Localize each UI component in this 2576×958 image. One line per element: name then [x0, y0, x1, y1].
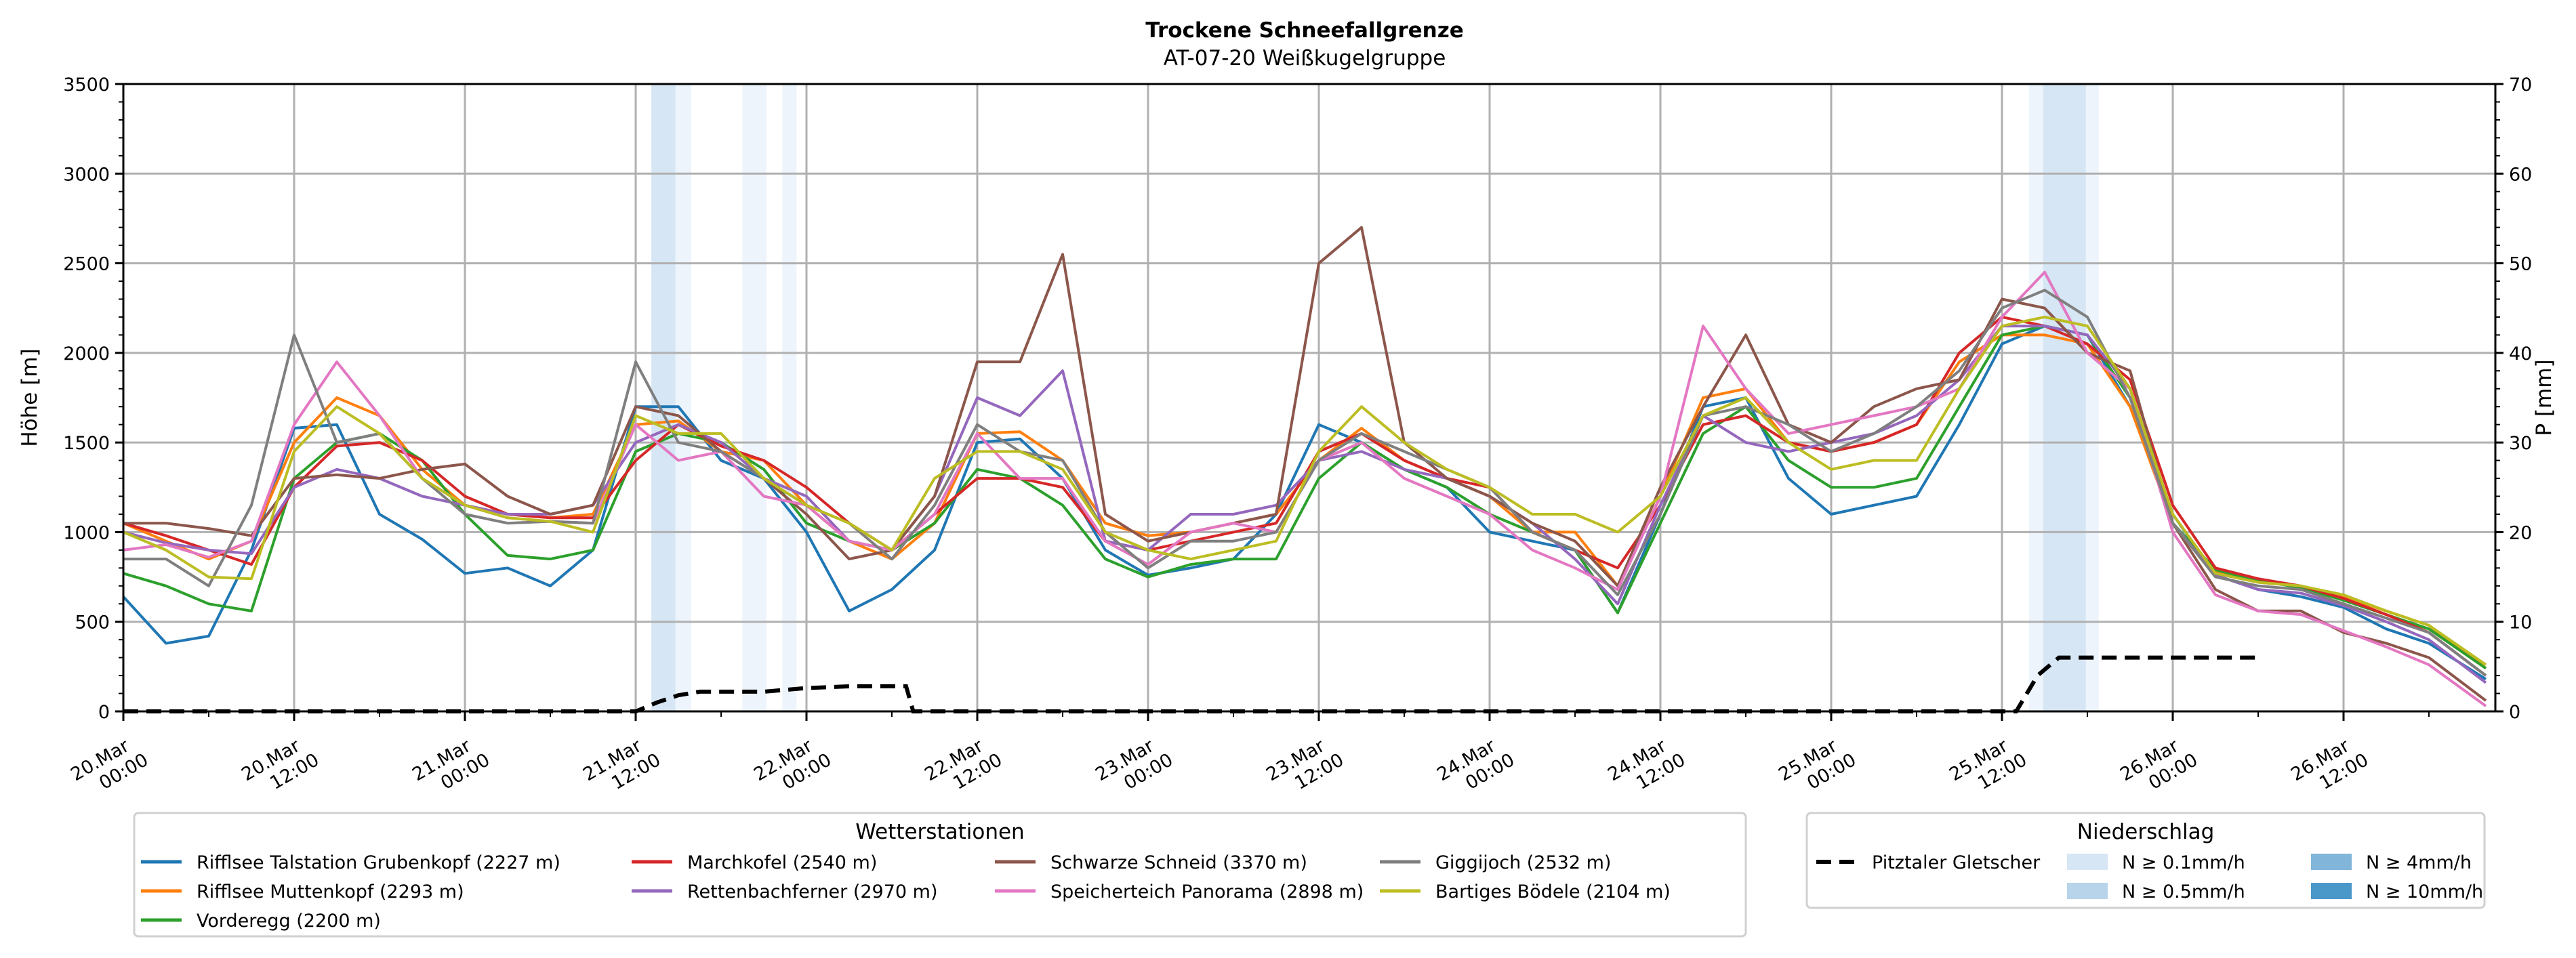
legend-stations: Wetterstationen Rifflsee Talstation Grub… [133, 812, 1747, 938]
y-tick-label: 3500 [63, 75, 110, 96]
legend-label: Pitztaler Gletscher [1872, 852, 2041, 873]
legend-stations-title: Wetterstationen [855, 820, 1024, 844]
legend-label: Rifflsee Talstation Grubenkopf (2227 m) [197, 852, 560, 873]
legend-label: N ≥ 4mm/h [2366, 852, 2472, 873]
y-tick-label: 2500 [63, 254, 110, 275]
legend-label: Giggijoch (2532 m) [1435, 852, 1611, 873]
y2-tick-label: 30 [2509, 433, 2532, 454]
y-axis-right: 0 10 20 30 40 50 60 70 [2495, 75, 2532, 723]
station-series [122, 226, 2487, 707]
y2-tick-label: 10 [2509, 612, 2532, 633]
series-line-8 [123, 315, 2487, 666]
precip-band [2028, 84, 2043, 711]
legend-label: N ≥ 0.5mm/h [2122, 881, 2245, 902]
legend-label: N ≥ 10mm/h [2366, 881, 2483, 902]
legend-patch [2067, 883, 2108, 899]
legend-label: Marchkofel (2540 m) [687, 852, 877, 873]
chart-subtitle: AT-07-20 Weißkugelgruppe [1164, 46, 1446, 70]
y-tick-label: 3000 [63, 164, 110, 185]
y2-axis-label: P [mm] [2532, 359, 2556, 436]
y2-tick-label: 70 [2509, 75, 2532, 96]
precip-line [123, 655, 2258, 713]
legend-label: Speicherteich Panorama (2898 m) [1050, 881, 1364, 902]
series-line-6 [123, 270, 2487, 707]
y2-tick-label: 50 [2509, 254, 2532, 275]
legend-label: N ≥ 0.1mm/h [2122, 852, 2245, 873]
y-tick-label: 1500 [63, 433, 110, 454]
precip-band [742, 84, 767, 711]
y2-tick-label: 0 [2509, 702, 2520, 723]
y-tick-label: 2000 [63, 343, 110, 365]
legend-label: Rifflsee Muttenkopf (2293 m) [197, 881, 464, 902]
precip-series [123, 655, 2258, 713]
y2-tick-label: 40 [2509, 343, 2532, 365]
precip-band [675, 84, 691, 711]
precip-band [2043, 84, 2086, 711]
y-axis-label: Höhe [m] [18, 348, 42, 446]
chart-title: Trockene Schneefallgrenze [1145, 18, 1464, 43]
precip-bands [651, 84, 2099, 711]
legend-patch [2067, 854, 2108, 870]
plot-frame [122, 83, 2497, 713]
precip-band [782, 84, 797, 711]
legend-label: Schwarze Schneid (3370 m) [1050, 852, 1307, 873]
y-tick-label: 1000 [63, 522, 110, 543]
legend-precip: Niederschlag Pitztaler Gletscher N ≥ 0.1m… [1805, 812, 2486, 909]
grid [123, 84, 2495, 711]
y-tick-label: 0 [98, 702, 110, 723]
precip-band [2085, 84, 2099, 711]
series-line-5 [123, 226, 2487, 702]
legend-label: Rettenbachferner (2970 m) [687, 881, 938, 902]
y-axis-left: 0 500 1000 1500 2000 2500 3000 3500 [63, 75, 123, 723]
y2-tick-label: 20 [2509, 522, 2532, 543]
legend-label: Vorderegg (2200 m) [197, 911, 381, 932]
legend-patch [2311, 854, 2352, 870]
legend-label: Bartiges Bödele (2104 m) [1435, 881, 1671, 902]
y-tick-label: 500 [75, 612, 110, 633]
legend-patch [2311, 883, 2352, 899]
series-line-4 [123, 325, 2487, 684]
y2-tick-label: 60 [2509, 164, 2532, 185]
legend-precip-title: Niederschlag [2077, 820, 2215, 844]
